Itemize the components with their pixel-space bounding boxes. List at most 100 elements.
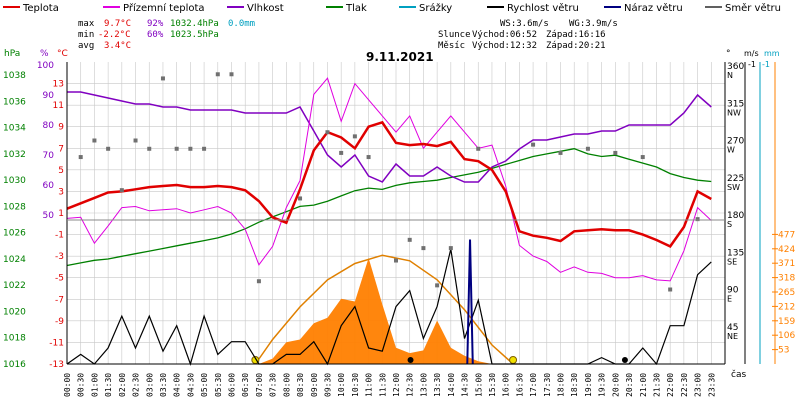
x-tick-label: 05:30: [214, 373, 223, 397]
y-tick-dir: 45: [727, 323, 738, 333]
x-tick-label: 02:30: [132, 373, 141, 397]
x-tick-label: 20:30: [625, 373, 634, 397]
y-tick-hpa: 1030: [3, 176, 26, 186]
y-tick-temp: 11: [53, 101, 64, 111]
dir-point: [394, 258, 398, 263]
y-tick-dir-name: SE: [727, 257, 737, 266]
y-tick-pct: 80: [43, 121, 55, 131]
stats-max-press: 1032.4hPa: [170, 19, 219, 29]
legend-smer: Směr větru: [725, 2, 781, 14]
stats-max-hum: 92%: [147, 19, 164, 29]
x-tick-label: 04:30: [186, 373, 195, 397]
x-tick-label: 01:30: [104, 373, 113, 397]
dir-point: [215, 72, 220, 77]
x-tick-label: 19:00: [584, 373, 593, 397]
legend-srazky: Srážky: [419, 2, 452, 14]
y-tick-pct: 90: [43, 91, 55, 101]
info-moon-label: Měsíc: [438, 41, 465, 51]
y-tick-dir-name: NW: [727, 108, 741, 117]
y-tick-temp: -7: [55, 295, 64, 305]
y-tick-pct: 60: [43, 181, 55, 191]
y-tick-dir-name: NE: [727, 332, 738, 341]
dir-point: [229, 72, 234, 77]
dir-point: [298, 196, 303, 201]
dir-point: [352, 134, 357, 139]
info-block: WS:3.6m/s WG:3.9m/s Slunce Východ:06:52 …: [438, 19, 618, 51]
series-lines: [66, 77, 712, 366]
x-tick-label: 00:00: [63, 373, 72, 397]
info-sun-set: Západ:16:16: [546, 30, 606, 40]
x-tick-label: 20:00: [611, 373, 620, 397]
axis-label-temp: °C: [57, 49, 68, 59]
y-tick-dir-name: E: [727, 295, 732, 304]
x-tick-label: 23:00: [694, 373, 703, 397]
x-tick-label: 23:30: [707, 373, 716, 397]
y-tick-wm2: 318: [778, 274, 795, 284]
series-pressure: [66, 148, 712, 267]
y-tick-hpa: 1020: [3, 307, 26, 317]
dir-point: [160, 76, 165, 81]
y-tick-temp: 9: [58, 123, 64, 133]
x-tick-label: 06:30: [241, 373, 250, 397]
y-tick-temp: 13: [53, 80, 64, 90]
dir-point: [106, 146, 111, 151]
dir-point: [435, 283, 440, 288]
y-tick-pct: 100: [37, 61, 54, 71]
y-tick-wm2: 265: [778, 288, 795, 298]
y-tick-hpa: 1038: [3, 71, 26, 81]
x-tick-label: 11:30: [378, 373, 387, 397]
x-tick-label: 11:00: [365, 373, 374, 397]
x-tick-label: 12:30: [406, 373, 415, 397]
x-tick-label: 21:00: [639, 373, 648, 397]
y-tick-temp: -1: [55, 231, 64, 241]
y-tick-hpa: 1036: [3, 97, 26, 107]
y-tick-dir: 135: [727, 248, 744, 258]
x-tick-label: 17:00: [529, 373, 538, 397]
dir-point: [695, 217, 700, 222]
y-tick-dir: 270: [727, 137, 744, 147]
y-tick-hpa: 1026: [3, 229, 26, 239]
series-solar-area: [258, 258, 520, 364]
y-tick-temp: 7: [58, 144, 64, 154]
stats-min-hum: 60%: [147, 30, 164, 40]
x-tick-label: 07:00: [255, 373, 264, 397]
y-tick-dir: 360: [727, 62, 744, 72]
y-tick-temp: -9: [55, 317, 64, 327]
dir-point: [188, 146, 193, 151]
dir-point: [256, 279, 261, 284]
chart-title: 9.11.2021: [366, 50, 434, 64]
sunset-marker: [509, 356, 518, 364]
x-tick-label: 10:00: [337, 373, 346, 397]
dir-point: [421, 246, 426, 251]
y-tick-temp: 3: [58, 187, 64, 197]
stats-avg-temp: 3.4°C: [104, 41, 131, 51]
info-ws: WS:3.6m/s: [500, 19, 549, 29]
x-tick-label: 21:30: [652, 373, 661, 397]
y-tick-dir: 90: [727, 286, 739, 296]
x-tick-label: 17:30: [543, 373, 552, 397]
y-tick-temp: 5: [58, 166, 64, 176]
x-tick-label: 05:00: [200, 373, 209, 397]
dir-point: [366, 155, 371, 160]
series-gust: [466, 239, 474, 365]
y-tick-dir-name: S: [727, 220, 732, 229]
x-axis-label: čas: [731, 369, 746, 380]
x-tick-label: 00:30: [77, 373, 86, 397]
dir-point: [202, 146, 207, 151]
x-tick-label: 03:30: [159, 373, 168, 397]
y-tick-temp: -11: [49, 338, 64, 348]
y-tick-temp: -3: [55, 252, 64, 262]
x-tick-label: 08:00: [282, 373, 291, 397]
y-tick-wm2: 477: [778, 230, 795, 240]
y-tick-dir: 225: [727, 174, 744, 184]
series-ground-temp: [66, 77, 712, 282]
legend: Teplota Přízemní teplota Vlhkost Tlak Sr…: [3, 2, 781, 14]
x-tick-label: 07:30: [269, 373, 278, 397]
dir-point: [147, 146, 152, 151]
info-sun-label: Slunce: [438, 30, 471, 40]
legend-tlak: Tlak: [345, 3, 367, 14]
y-tick-temp: 1: [58, 209, 64, 219]
x-tick-label: 02:00: [118, 373, 127, 397]
dir-point: [119, 188, 124, 193]
